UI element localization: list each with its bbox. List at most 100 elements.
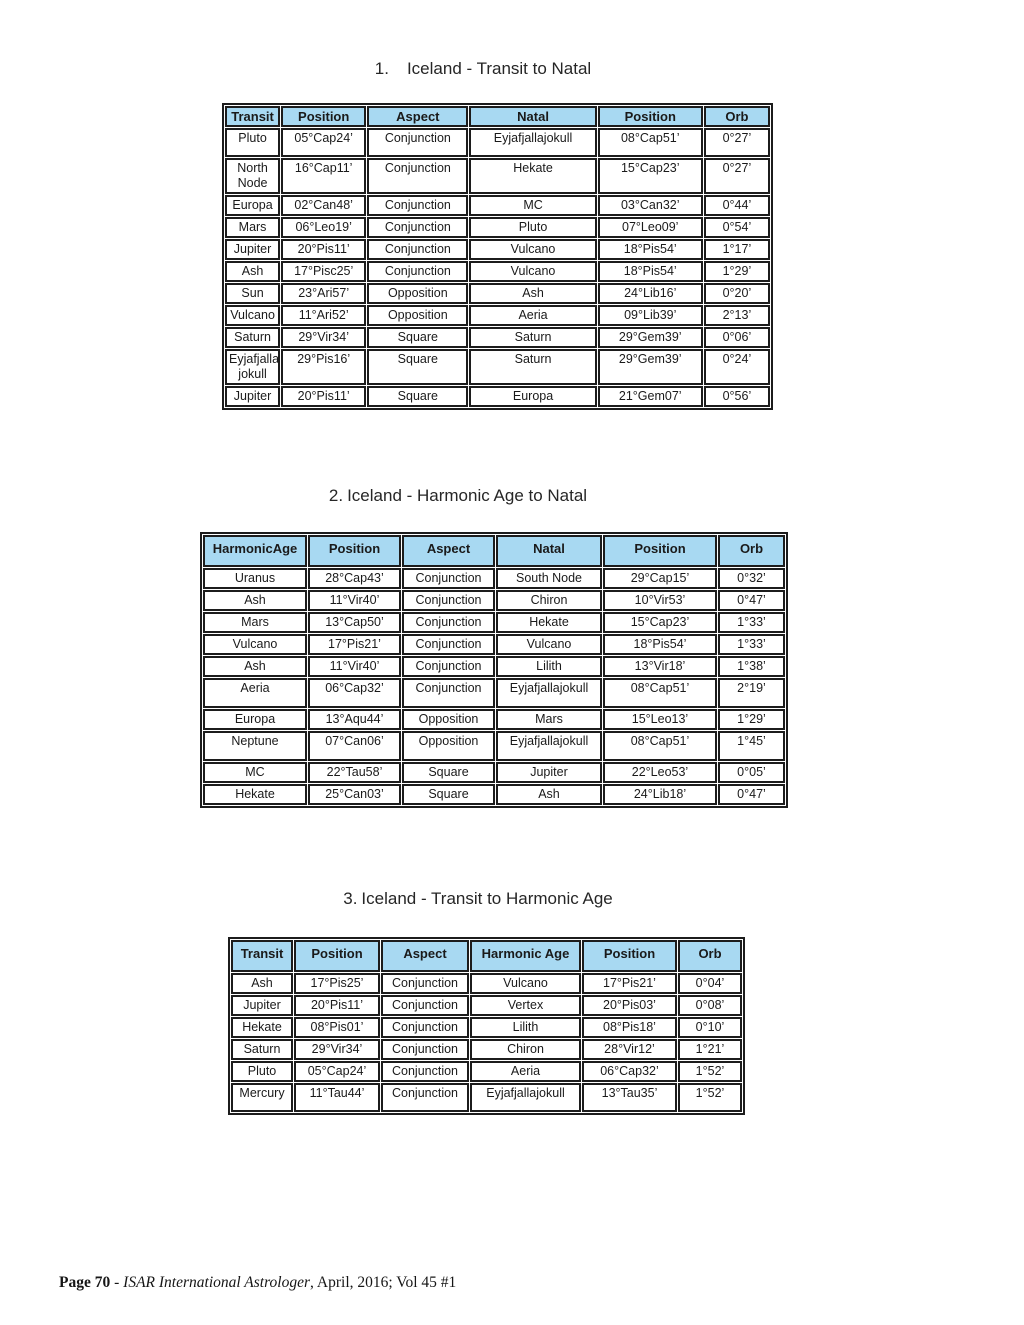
column-header: Transit: [231, 940, 293, 972]
column-header: Position: [294, 940, 380, 972]
table-cell: Vulcano: [469, 261, 597, 282]
table-row: Jupiter 20°Pis11’ Conjunction Vertex 20°Pis0…: [231, 995, 742, 1016]
table-cell: 0°27’: [703, 128, 770, 157]
table-cell: 17°Pis21’: [582, 973, 677, 994]
transit-to-harmonic-age-table: Transit Position Aspect Harmonic Age Positio…: [228, 937, 745, 1115]
table-row: Sun 23°Ari57’ Opposition Ash 24°Lib16’ 0°20’: [225, 283, 770, 304]
table-cell: Europa: [203, 709, 307, 730]
table-cell: Conjunction: [402, 678, 495, 708]
table-cell: Conjunction: [402, 634, 495, 655]
column-header: Natal: [469, 106, 597, 127]
table-cell: 18°Pis54’: [597, 239, 703, 260]
table-cell: Uranus: [203, 568, 307, 589]
header-row: HarmonicAge Position Aspect Natal Position Or…: [203, 535, 785, 567]
table-row: Ash 11°Vir40’ Conjunction Chiron 10°Vir53’ 0°…: [203, 590, 785, 611]
table-cell: Lilith: [470, 1017, 581, 1038]
table-cell: Europa: [469, 386, 597, 407]
table-2-title-text: Iceland - Harmonic Age to Natal: [347, 486, 588, 505]
table-cell: Hekate: [231, 1017, 293, 1038]
column-header: Position: [603, 535, 717, 567]
table-cell: 24°Lib18’: [603, 784, 717, 805]
footer-page-label: Page 70: [59, 1274, 111, 1291]
table-cell: North Node: [225, 158, 281, 194]
table-cell: Eyjafjallajokull: [496, 731, 602, 761]
table-cell: 20°Pis11’: [294, 995, 380, 1016]
table-cell: 08°Pis01’: [294, 1017, 380, 1038]
table-cell: 13°Aqu44’: [308, 709, 401, 730]
table-cell: Jupiter: [496, 762, 602, 783]
table-cell: Opposition: [367, 283, 469, 304]
table-cell: 29°Gem39’: [597, 327, 703, 348]
table-cell: Ash: [496, 784, 602, 805]
table-cell: Ash: [469, 283, 597, 304]
table-row: Saturn 29°Vir34’ Conjunction Chiron 28°Vir12…: [231, 1039, 742, 1060]
table-row: Aeria 06°Cap32’ Conjunction Eyjafjallajokul…: [203, 678, 785, 708]
table-cell: Ash: [231, 973, 293, 994]
table-cell: 1°38’: [718, 656, 785, 677]
table-cell: 10°Vir53’: [603, 590, 717, 611]
table-cell: 2°13’: [703, 305, 770, 326]
table-cell: Opposition: [402, 731, 495, 761]
table-row: Mercury 11°Tau44’ Conjunction Eyjafjallajok…: [231, 1083, 742, 1112]
table-cell: MC: [469, 195, 597, 216]
table-cell: 1°21’: [678, 1039, 742, 1060]
table-cell: Eyjafjalla-jokull: [225, 349, 281, 385]
table-cell: Mars: [225, 217, 281, 238]
table-cell: 0°08’: [678, 995, 742, 1016]
table-cell: 15°Cap23’: [603, 612, 717, 633]
table-cell: Saturn: [469, 327, 597, 348]
table-cell: 0°27’: [703, 158, 770, 194]
table-cell: Conjunction: [381, 1039, 469, 1060]
table-cell: 21°Gem07’: [597, 386, 703, 407]
table-cell: Ash: [225, 261, 281, 282]
table-cell: Vulcano: [225, 305, 281, 326]
column-header: HarmonicAge: [203, 535, 307, 567]
table-cell: 11°Ari52’: [281, 305, 367, 326]
table-cell: 29°Cap15’: [603, 568, 717, 589]
table-cell: 20°Pis11’: [281, 239, 367, 260]
table-cell: 09°Lib39’: [597, 305, 703, 326]
table-cell: Conjunction: [367, 158, 469, 194]
table-cell: Square: [402, 762, 495, 783]
table-row: Hekate 08°Pis01’ Conjunction Lilith 08°Pis18…: [231, 1017, 742, 1038]
table-row: Uranus 28°Cap43’ Conjunction South Node 29°C…: [203, 568, 785, 589]
transit-to-natal-table: Transit Position Aspect Natal Position Orb Plu…: [222, 103, 773, 410]
table-cell: Hekate: [469, 158, 597, 194]
table-cell: Conjunction: [367, 217, 469, 238]
footer-issue-info: , April, 2016; Vol 45 #1: [310, 1274, 457, 1291]
table-cell: Ash: [203, 656, 307, 677]
table-cell: Lilith: [496, 656, 602, 677]
table-cell: 0°32’: [718, 568, 785, 589]
table-3-title-text: Iceland - Transit to Harmonic Age: [361, 889, 613, 908]
table-row: Mars 06°Leo19’ Conjunction Pluto 07°Leo09’ 0°…: [225, 217, 770, 238]
table-cell: 06°Leo19’: [281, 217, 367, 238]
table-cell: 08°Cap51’: [603, 731, 717, 761]
table-row: Pluto 05°Cap24’ Conjunction Aeria 06°Cap32’ 1…: [231, 1061, 742, 1082]
table-cell: Pluto: [225, 128, 281, 157]
table-cell: 23°Ari57’: [281, 283, 367, 304]
table-cell: 17°Pisc25’: [281, 261, 367, 282]
table-cell: Conjunction: [367, 239, 469, 260]
table-cell: Conjunction: [381, 1083, 469, 1112]
table-cell: 1°52’: [678, 1083, 742, 1112]
table-cell: Vulcano: [203, 634, 307, 655]
table-row: Mars 13°Cap50’ Conjunction Hekate 15°Cap23’ 1…: [203, 612, 785, 633]
table-cell: 29°Vir34’: [281, 327, 367, 348]
table-row: North Node 16°Cap11’ Conjunction Hekate 15°C…: [225, 158, 770, 194]
table-cell: 1°52’: [678, 1061, 742, 1082]
table-cell: Eyjafjallajokull: [470, 1083, 581, 1112]
table-row: Saturn 29°Vir34’ Square Saturn 29°Gem39’ 0°06…: [225, 327, 770, 348]
table-cell: 13°Vir18’: [603, 656, 717, 677]
table-cell: 25°Can03’: [308, 784, 401, 805]
column-header: Harmonic Age: [470, 940, 581, 972]
table-cell: 0°20’: [703, 283, 770, 304]
table-cell: 24°Lib16’: [597, 283, 703, 304]
table-cell: 03°Can32’: [597, 195, 703, 216]
table-2-title: 2. Iceland - Harmonic Age to Natal: [0, 486, 916, 506]
table-cell: Vulcano: [496, 634, 602, 655]
footer-separator: -: [110, 1274, 124, 1291]
table-1-number: 1.: [374, 59, 389, 78]
table-row: Jupiter 20°Pis11’ Square Europa 21°Gem07’ 0°5…: [225, 386, 770, 407]
table-row: Europa 02°Can48’ Conjunction MC 03°Can32’ 0°4…: [225, 195, 770, 216]
